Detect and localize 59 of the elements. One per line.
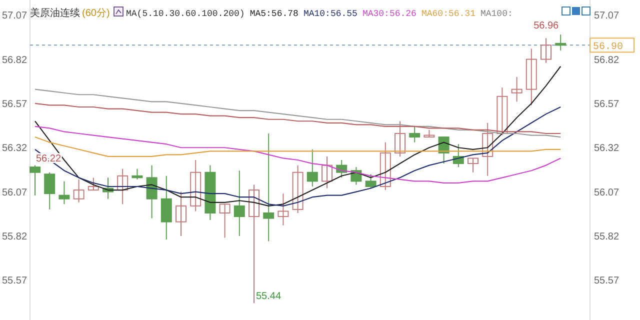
candlestick — [278, 193, 289, 226]
candlestick — [306, 148, 318, 187]
line-series — [34, 126, 562, 184]
text: 美原油连续 — [30, 7, 80, 19]
candlestick — [394, 120, 406, 157]
candlestick — [365, 174, 376, 189]
candlestick — [146, 164, 158, 219]
annotation: 56.96 — [534, 20, 560, 32]
candlestick — [88, 177, 99, 191]
candlestick — [292, 164, 304, 214]
line-series — [34, 102, 562, 134]
text: MA60:56.31 — [421, 9, 476, 19]
candlestick — [234, 170, 245, 236]
annotation: 55.44 — [256, 291, 282, 302]
y2-tick-label: 56.07 — [594, 187, 620, 198]
candlestick — [44, 172, 56, 210]
y2-tick-label: 55.57 — [594, 276, 620, 287]
y2-tick-label: 55.82 — [594, 231, 620, 242]
y-tick-label: 55.82 — [2, 231, 28, 242]
y-tick-label: 57.07 — [2, 10, 28, 22]
y-tick-label: 56.57 — [2, 98, 28, 110]
candlestick — [468, 158, 478, 173]
candlestick — [511, 76, 522, 102]
ref-line-label: 56.90 — [593, 42, 624, 54]
candlestick — [176, 191, 186, 236]
y-tick-label: 56.82 — [2, 54, 28, 66]
y-tick-label: 56.07 — [2, 187, 28, 198]
candlestick — [58, 180, 70, 205]
line-series — [34, 66, 562, 206]
candlestick — [132, 168, 143, 180]
candlestick — [263, 133, 274, 242]
legend-title: MA(5.10.30.60.100.200) — [126, 9, 245, 19]
y2-tick-label: 56.32 — [594, 143, 620, 154]
candlestick — [555, 34, 566, 51]
candlestick — [190, 160, 202, 212]
candlestick — [30, 164, 40, 196]
candlestick — [496, 87, 508, 136]
y-tick-label: 56.32 — [2, 143, 28, 154]
line-series — [34, 106, 562, 206]
candlestick — [526, 48, 537, 106]
candlestick — [540, 38, 552, 64]
candlestick — [73, 178, 84, 203]
line-series — [34, 88, 562, 138]
text: MA10:56.55 — [303, 9, 358, 19]
text: MA5:56.78 — [250, 9, 298, 19]
text: MA30:56.26 — [362, 9, 416, 19]
candlestick — [482, 122, 494, 176]
text: MA100: — [480, 9, 513, 19]
y2-tick-label: 56.82 — [594, 54, 620, 66]
candlestick — [160, 175, 172, 240]
candlestick — [322, 156, 332, 189]
y2-tick-label: 56.57 — [594, 98, 620, 110]
candlestick — [219, 204, 230, 238]
y2-tick-label: 57.07 — [594, 10, 620, 22]
y-tick-label: 55.57 — [2, 276, 28, 287]
candlestick — [117, 168, 128, 205]
candlestick — [409, 126, 420, 143]
text: (60分) — [82, 7, 110, 19]
candlestick — [380, 142, 391, 191]
